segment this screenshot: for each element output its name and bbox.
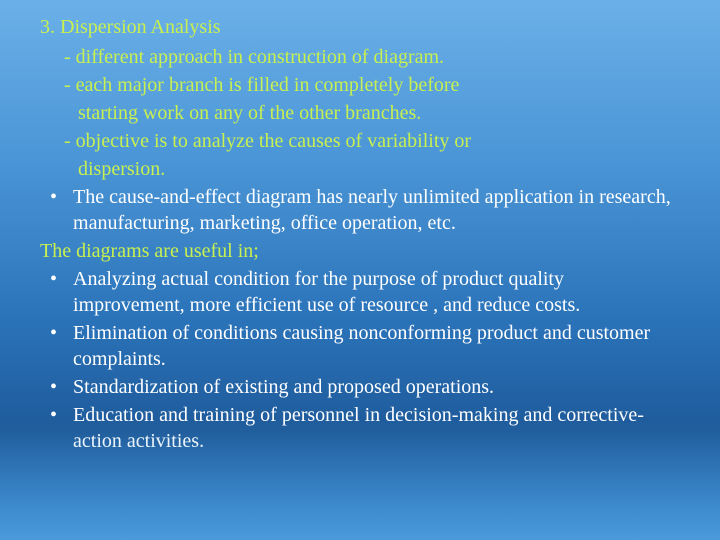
slide-content: 3. Dispersion Analysis - different appro…	[0, 0, 720, 466]
bullet-5-text: Education and training of personnel in d…	[73, 402, 680, 454]
bullet-dot-icon: •	[40, 266, 73, 318]
section-heading: 3. Dispersion Analysis	[40, 14, 680, 40]
bullet-4: • Standardization of existing and propos…	[40, 374, 680, 400]
sub-item-3-cont: dispersion.	[40, 156, 680, 182]
bullet-2: • Analyzing actual condition for the pur…	[40, 266, 680, 318]
sub-item-3: - objective is to analyze the causes of …	[40, 128, 680, 154]
bullet-2-text: Analyzing actual condition for the purpo…	[73, 266, 680, 318]
bullet-dot-icon: •	[40, 402, 73, 454]
bullet-dot-icon: •	[40, 320, 73, 372]
bullet-1-text: The cause-and-effect diagram has nearly …	[73, 184, 680, 236]
bullet-5: • Education and training of personnel in…	[40, 402, 680, 454]
sub-item-2-cont: starting work on any of the other branch…	[40, 100, 680, 126]
bullet-4-text: Standardization of existing and proposed…	[73, 374, 680, 400]
bullet-3-text: Elimination of conditions causing noncon…	[73, 320, 680, 372]
bullet-dot-icon: •	[40, 184, 73, 236]
useful-heading: The diagrams are useful in;	[40, 238, 680, 264]
sub-item-2: - each major branch is filled in complet…	[40, 72, 680, 98]
bullet-3: • Elimination of conditions causing nonc…	[40, 320, 680, 372]
bullet-dot-icon: •	[40, 374, 73, 400]
sub-item-1: - different approach in construction of …	[40, 44, 680, 70]
bullet-1: • The cause-and-effect diagram has nearl…	[40, 184, 680, 236]
